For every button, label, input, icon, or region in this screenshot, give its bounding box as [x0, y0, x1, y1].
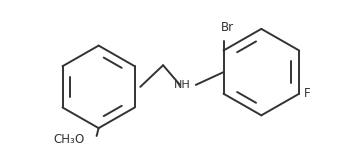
Text: NH: NH [174, 80, 191, 90]
Text: O: O [74, 133, 84, 146]
Text: F: F [304, 87, 311, 100]
Text: Br: Br [221, 21, 234, 34]
Text: CH₃: CH₃ [53, 133, 75, 146]
